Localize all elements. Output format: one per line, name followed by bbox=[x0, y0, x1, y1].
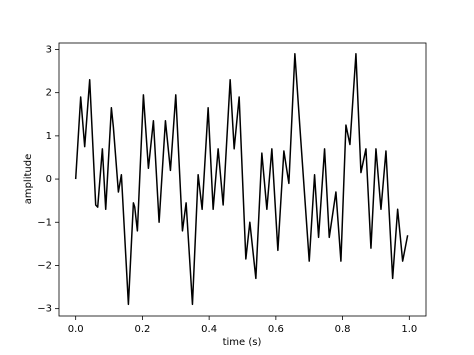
x-tick-label: 0.6 bbox=[268, 324, 284, 335]
x-tick-label: 1.0 bbox=[401, 324, 417, 335]
y-tick-label: −2 bbox=[37, 260, 52, 271]
y-tick-label: 3 bbox=[46, 44, 52, 55]
y-axis-label: amplitude bbox=[23, 154, 34, 205]
x-tick-label: 0.0 bbox=[68, 324, 84, 335]
plot-frame bbox=[58, 42, 427, 317]
x-tick-label: 0.4 bbox=[201, 324, 217, 335]
signal-line bbox=[74, 53, 409, 306]
y-tick-label: 1 bbox=[46, 131, 52, 142]
x-axis-label: time (s) bbox=[223, 337, 262, 348]
y-tick-label: −1 bbox=[37, 217, 52, 228]
y-tick-label: −3 bbox=[37, 304, 52, 315]
y-tick-label: 2 bbox=[46, 88, 52, 99]
x-tick-label: 0.2 bbox=[134, 324, 150, 335]
y-tick-label: 0 bbox=[46, 174, 52, 185]
x-tick-label: 0.8 bbox=[335, 324, 351, 335]
